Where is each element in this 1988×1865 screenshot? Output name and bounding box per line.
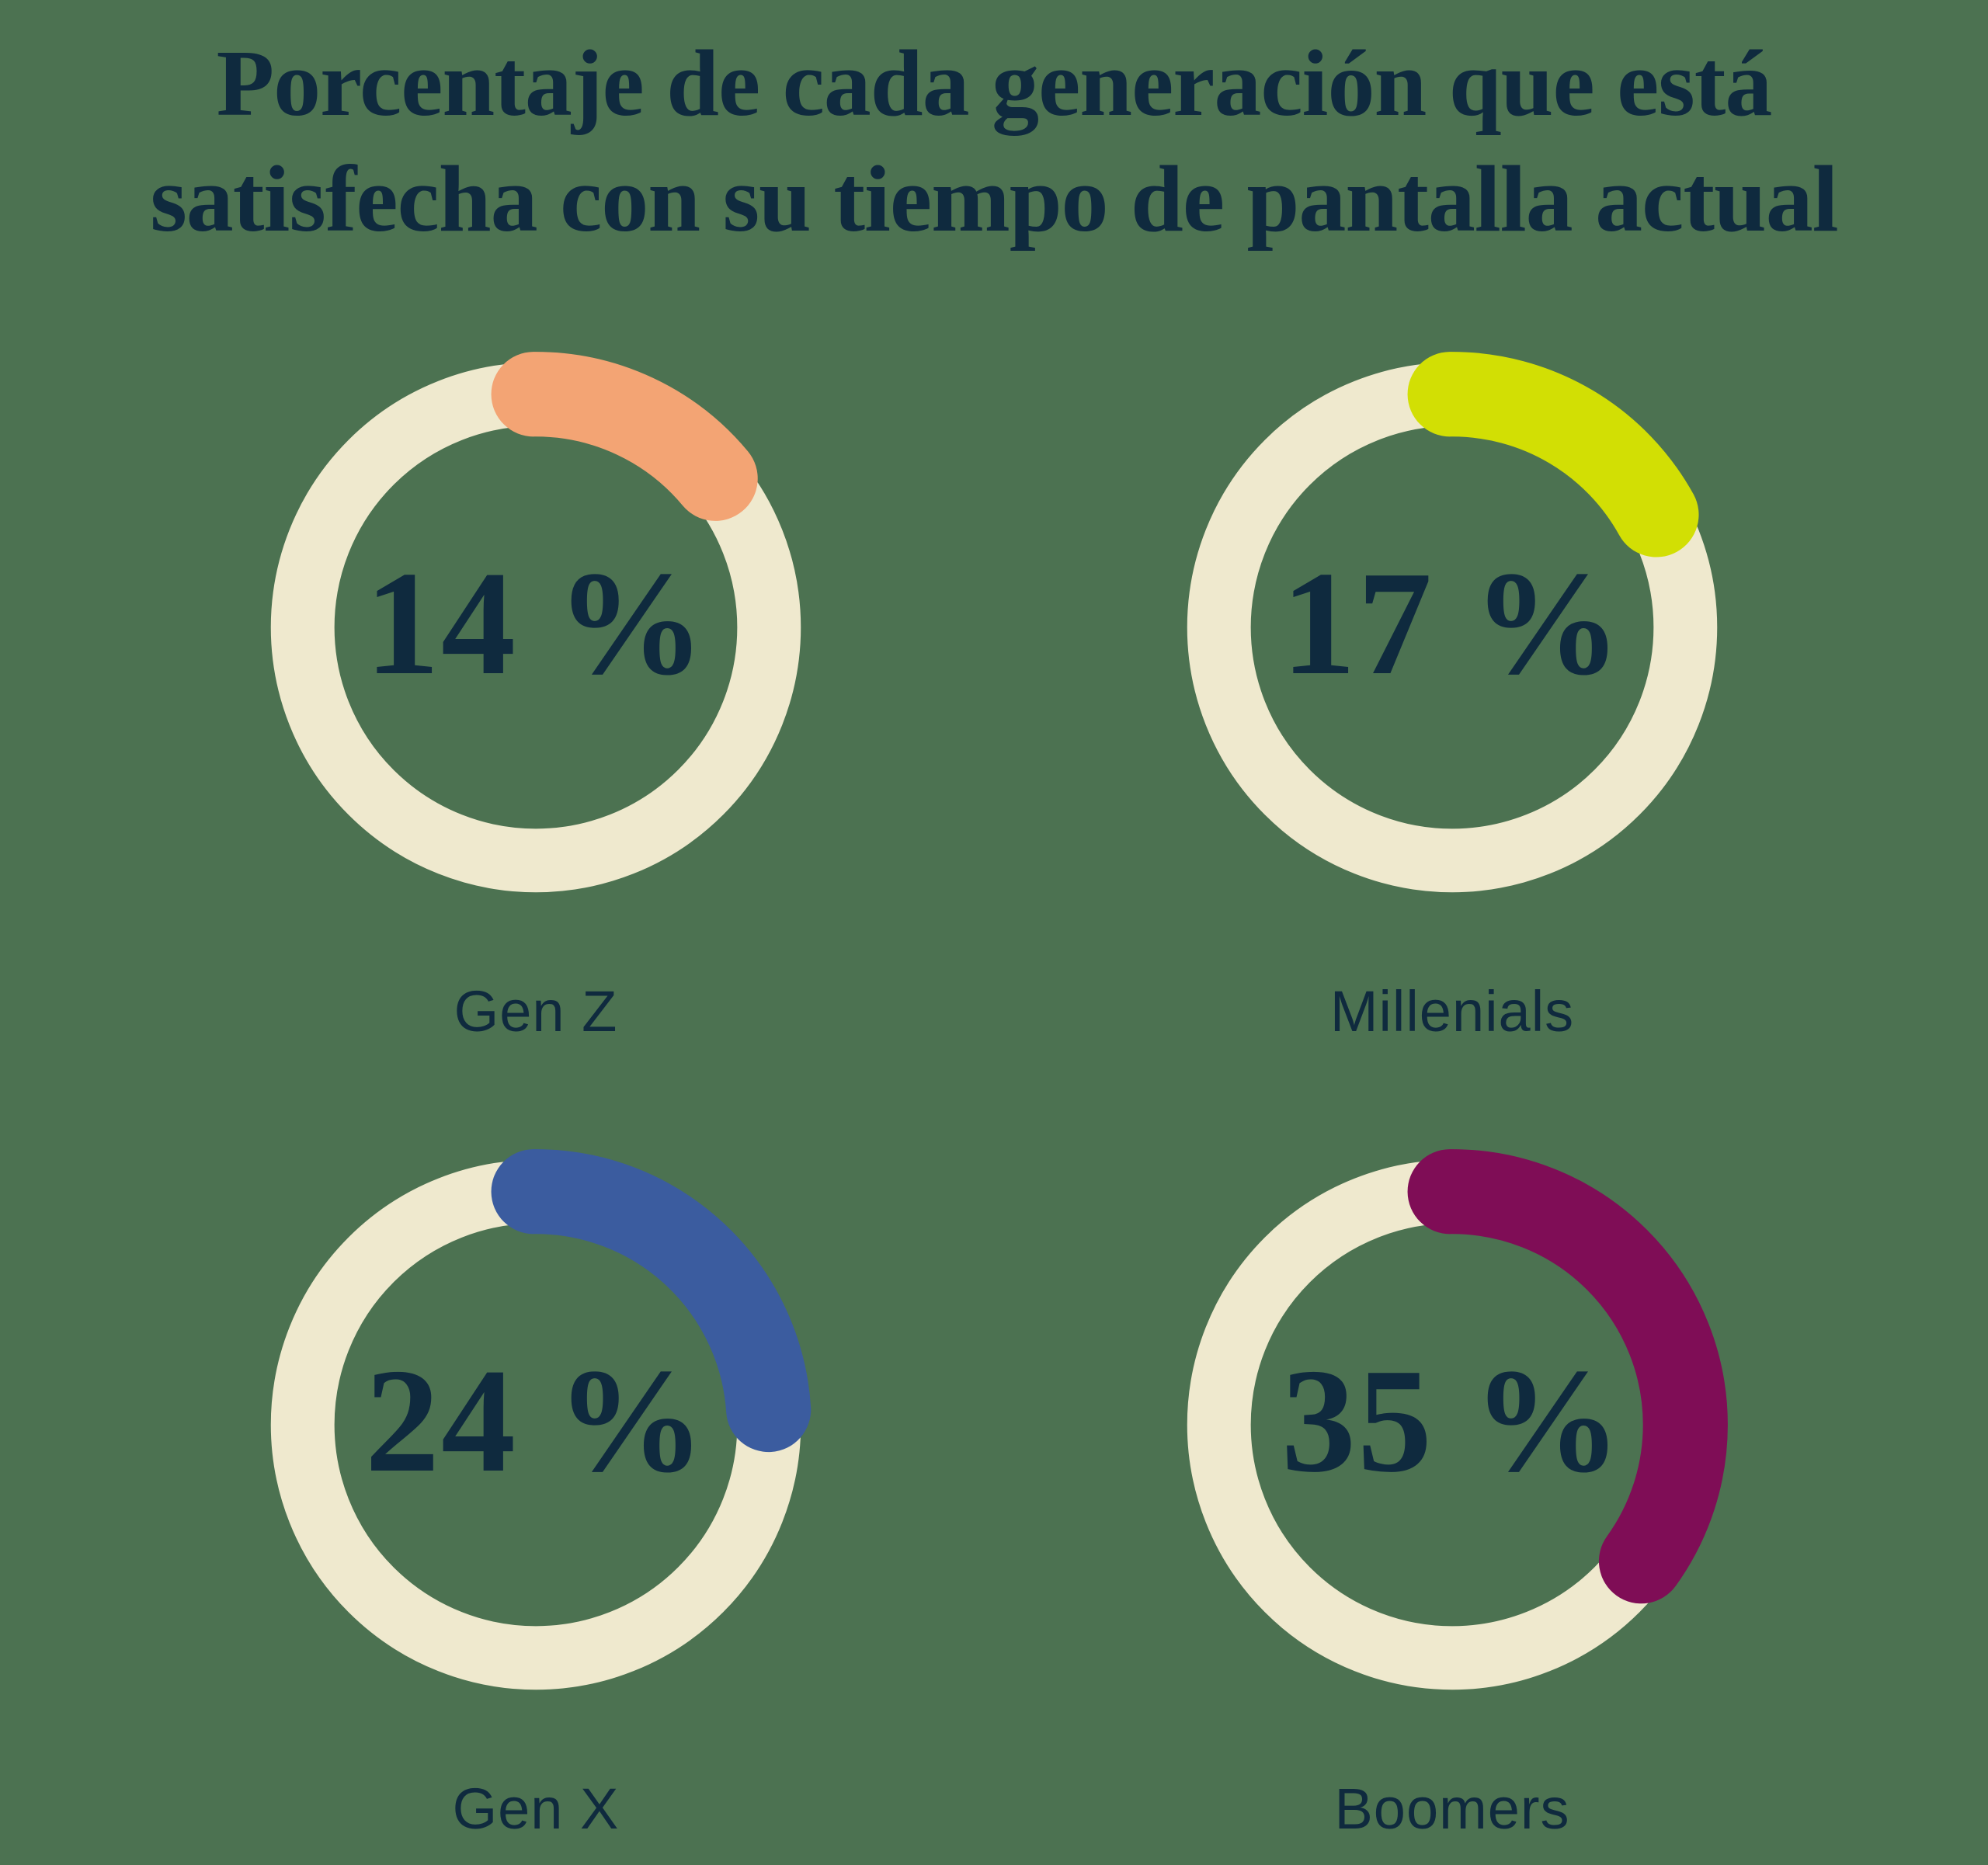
donut-arc [1176,351,1728,903]
donut-label: Gen Z [454,978,618,1044]
donut-grid: 14 % Gen Z 17 % Millenials 24 % Gen X [78,325,1910,1842]
donut-card: 35 % Boomers [994,1122,1910,1842]
donut-value: 24 % [365,1338,707,1504]
donut-svg [260,351,812,903]
donut-arc [260,351,812,903]
donut-card: 17 % Millenials [994,325,1910,1044]
donut-svg [1176,351,1728,903]
donut-card: 24 % Gen X [78,1122,994,1842]
donut-label: Gen X [452,1776,620,1841]
donut-svg [1176,1148,1728,1700]
donut-chart: 17 % [1149,325,1755,930]
donut-chart: 14 % [233,325,839,930]
donut-card: 14 % Gen Z [78,325,994,1044]
page-title-line1: Porcentaje de cada generación que está [216,31,1773,136]
donut-chart: 24 % [233,1122,839,1728]
donut-svg [260,1148,812,1700]
donut-label: Millenials [1329,978,1575,1044]
donut-chart: 35 % [1149,1122,1755,1728]
page-title-line2: satisfecha con su tiempo de pantalla act… [150,146,1838,252]
donut-value: 14 % [365,540,707,707]
donut-value: 35 % [1281,1338,1623,1504]
donut-arc [260,1148,812,1700]
donut-label: Boomers [1334,1776,1570,1841]
donut-value: 17 % [1281,540,1623,707]
page-title: Porcentaje de cada generación que está s… [150,26,1838,258]
donut-arc [1176,1148,1728,1700]
